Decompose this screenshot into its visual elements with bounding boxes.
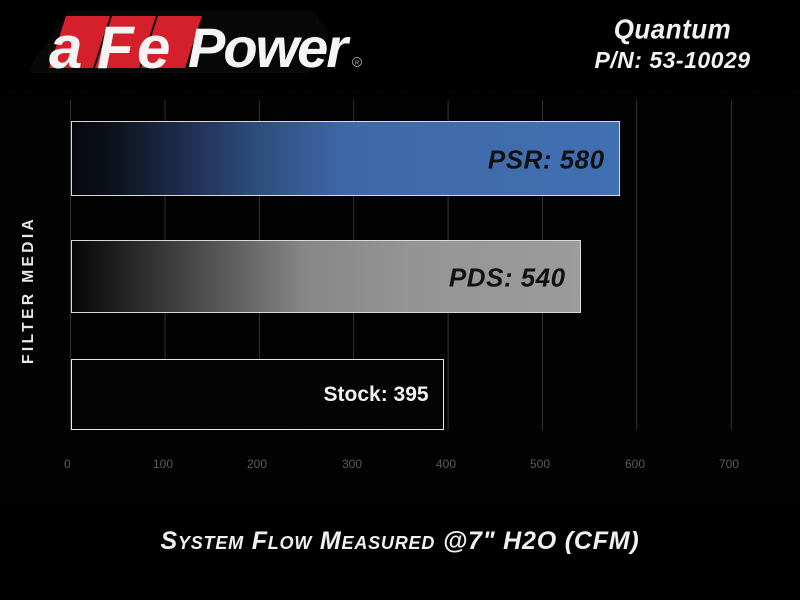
svg-text:a: a [49, 14, 82, 81]
svg-text:F: F [97, 14, 135, 81]
svg-text:e: e [137, 14, 170, 81]
svg-text:R: R [355, 61, 359, 67]
svg-text:Power: Power [188, 16, 351, 79]
